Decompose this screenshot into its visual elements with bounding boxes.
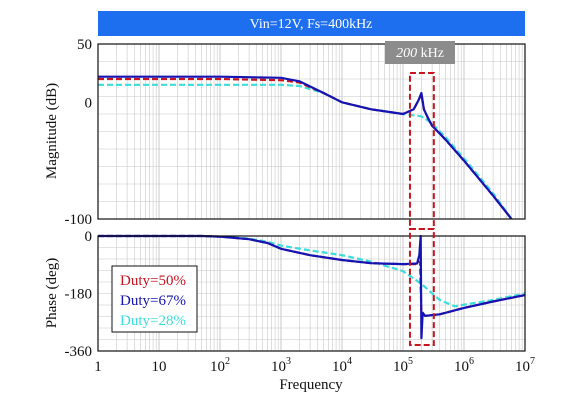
y-tick-label: -360 [65, 344, 93, 360]
x-tick-label: 103 [271, 356, 291, 375]
phase-y-ticks: 0 -180 -360 [65, 229, 93, 360]
legend-item: Duty=50% [120, 273, 186, 289]
resonance-highlight [408, 72, 435, 346]
series-line-duty-67- [98, 75, 513, 220]
annotation-suffix: kHz [417, 46, 444, 61]
resonance-annotation: 200 kHz [385, 41, 455, 64]
legend-item: Duty=28% [120, 313, 186, 329]
annotation-text: 200 kHz [396, 46, 444, 61]
magnitude-frame [97, 43, 526, 220]
x-tick-label: 10 [152, 359, 167, 375]
y-tick-label: 0 [85, 95, 93, 111]
magnitude-y-ticks: 50 0 -100 [65, 37, 93, 228]
magnitude-panel: 50 0 -100 Magnitude (dB) [44, 37, 526, 228]
x-tick-label: 106 [454, 356, 474, 375]
legend: Duty=50% Duty=67% Duty=28% [111, 265, 198, 333]
y-tick-label: -180 [65, 287, 93, 303]
title-bar [98, 11, 525, 36]
magnitude-series [98, 75, 513, 220]
chart-title: Vin=12V, Fs=400kHz [250, 17, 373, 32]
x-tick-label: 102 [210, 356, 230, 375]
x-tick-label: 1 [94, 359, 102, 375]
legend-item: Duty=67% [120, 293, 186, 309]
annotation-box [385, 41, 455, 64]
magnitude-grid [98, 44, 525, 219]
series-line-duty-28- [98, 83, 513, 220]
x-tick-label: 105 [393, 356, 413, 375]
magnitude-ylabel: Magnitude (dB) [44, 83, 60, 179]
y-tick-label: 50 [77, 37, 92, 53]
y-tick-label: -100 [65, 212, 93, 228]
phase-ylabel: Phase (deg) [44, 258, 60, 328]
x-tick-label: 107 [515, 356, 535, 375]
x-tick-label: 104 [332, 356, 352, 375]
phase-x-ticks: 1 10 102 103 104 105 106 107 [94, 356, 535, 375]
annotation-prefix: 200 [396, 46, 417, 61]
y-tick-label: 0 [85, 229, 93, 245]
legend-box [111, 265, 198, 333]
highlight-box-phase [408, 228, 435, 346]
phase-frame [97, 235, 526, 352]
phase-xlabel: Frequency [279, 377, 343, 393]
